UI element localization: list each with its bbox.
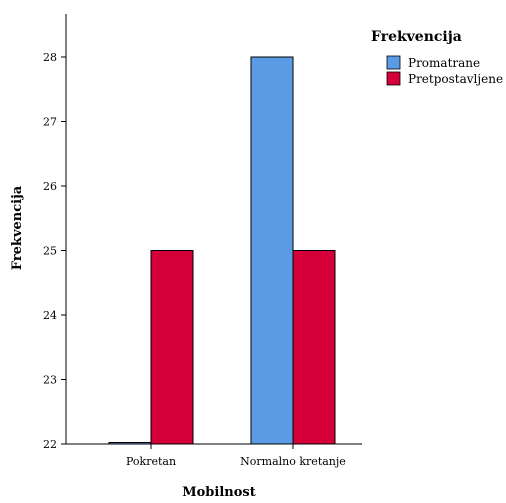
x-tick-label-1: Normalno kretanje — [240, 455, 346, 468]
legend: Frekvencija Promatrane Pretpostavljene — [371, 29, 503, 86]
x-tick-label-0: Pokretan — [126, 455, 176, 468]
legend-swatch-promatrane — [386, 55, 401, 70]
legend-title: Frekvencija — [371, 29, 462, 45]
y-tick-label-22: 22 — [43, 438, 57, 451]
y-tick-label-24: 24 — [43, 309, 57, 322]
y-tick-label-23: 23 — [43, 374, 57, 387]
bar-promatrane-1 — [250, 56, 294, 445]
legend-label-promatrane: Promatrane — [408, 56, 480, 70]
y-tick-label-26: 26 — [43, 180, 57, 193]
y-tick-label-28: 28 — [43, 51, 57, 64]
bar-pretpostavljene-0 — [150, 250, 194, 445]
legend-swatch-pretpostavljene — [386, 71, 401, 86]
y-tick-label-25: 25 — [43, 245, 57, 258]
bar-pretpostavljene-1 — [292, 250, 336, 445]
axes: 22 23 24 25 26 27 28 Pokretan Normalno kretanje — [43, 14, 362, 468]
bar-promatrane-0 — [108, 442, 152, 445]
bars — [108, 56, 336, 445]
y-tick-label-27: 27 — [43, 116, 57, 129]
x-axis-title: Mobilnost — [182, 485, 255, 500]
legend-label-pretpostavljene: Pretpostavljene — [408, 72, 503, 86]
y-axis-title: Frekvencija — [10, 185, 25, 270]
